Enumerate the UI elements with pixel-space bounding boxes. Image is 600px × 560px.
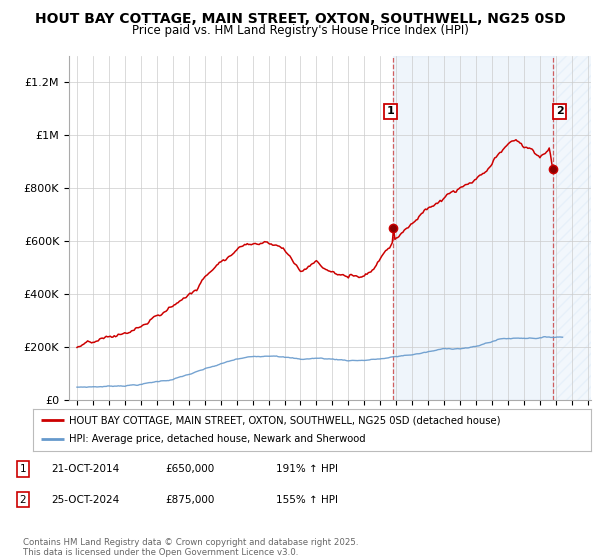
Text: 2: 2 [19,494,26,505]
Text: 2: 2 [556,106,563,116]
Text: HPI: Average price, detached house, Newark and Sherwood: HPI: Average price, detached house, Newa… [69,435,366,445]
Text: Contains HM Land Registry data © Crown copyright and database right 2025.
This d: Contains HM Land Registry data © Crown c… [23,538,358,557]
Bar [393,56,553,400]
Text: 1: 1 [19,464,26,474]
Text: 21-OCT-2014: 21-OCT-2014 [51,464,119,474]
Text: 1: 1 [386,106,394,116]
Text: £875,000: £875,000 [165,494,214,505]
Text: HOUT BAY COTTAGE, MAIN STREET, OXTON, SOUTHWELL, NG25 0SD: HOUT BAY COTTAGE, MAIN STREET, OXTON, SO… [35,12,565,26]
Text: 25-OCT-2024: 25-OCT-2024 [51,494,119,505]
Text: 191% ↑ HPI: 191% ↑ HPI [276,464,338,474]
Text: 155% ↑ HPI: 155% ↑ HPI [276,494,338,505]
Text: £650,000: £650,000 [165,464,214,474]
Text: Price paid vs. HM Land Registry's House Price Index (HPI): Price paid vs. HM Land Registry's House … [131,24,469,36]
Bar [553,56,591,400]
Text: HOUT BAY COTTAGE, MAIN STREET, OXTON, SOUTHWELL, NG25 0SD (detached house): HOUT BAY COTTAGE, MAIN STREET, OXTON, SO… [69,415,501,425]
